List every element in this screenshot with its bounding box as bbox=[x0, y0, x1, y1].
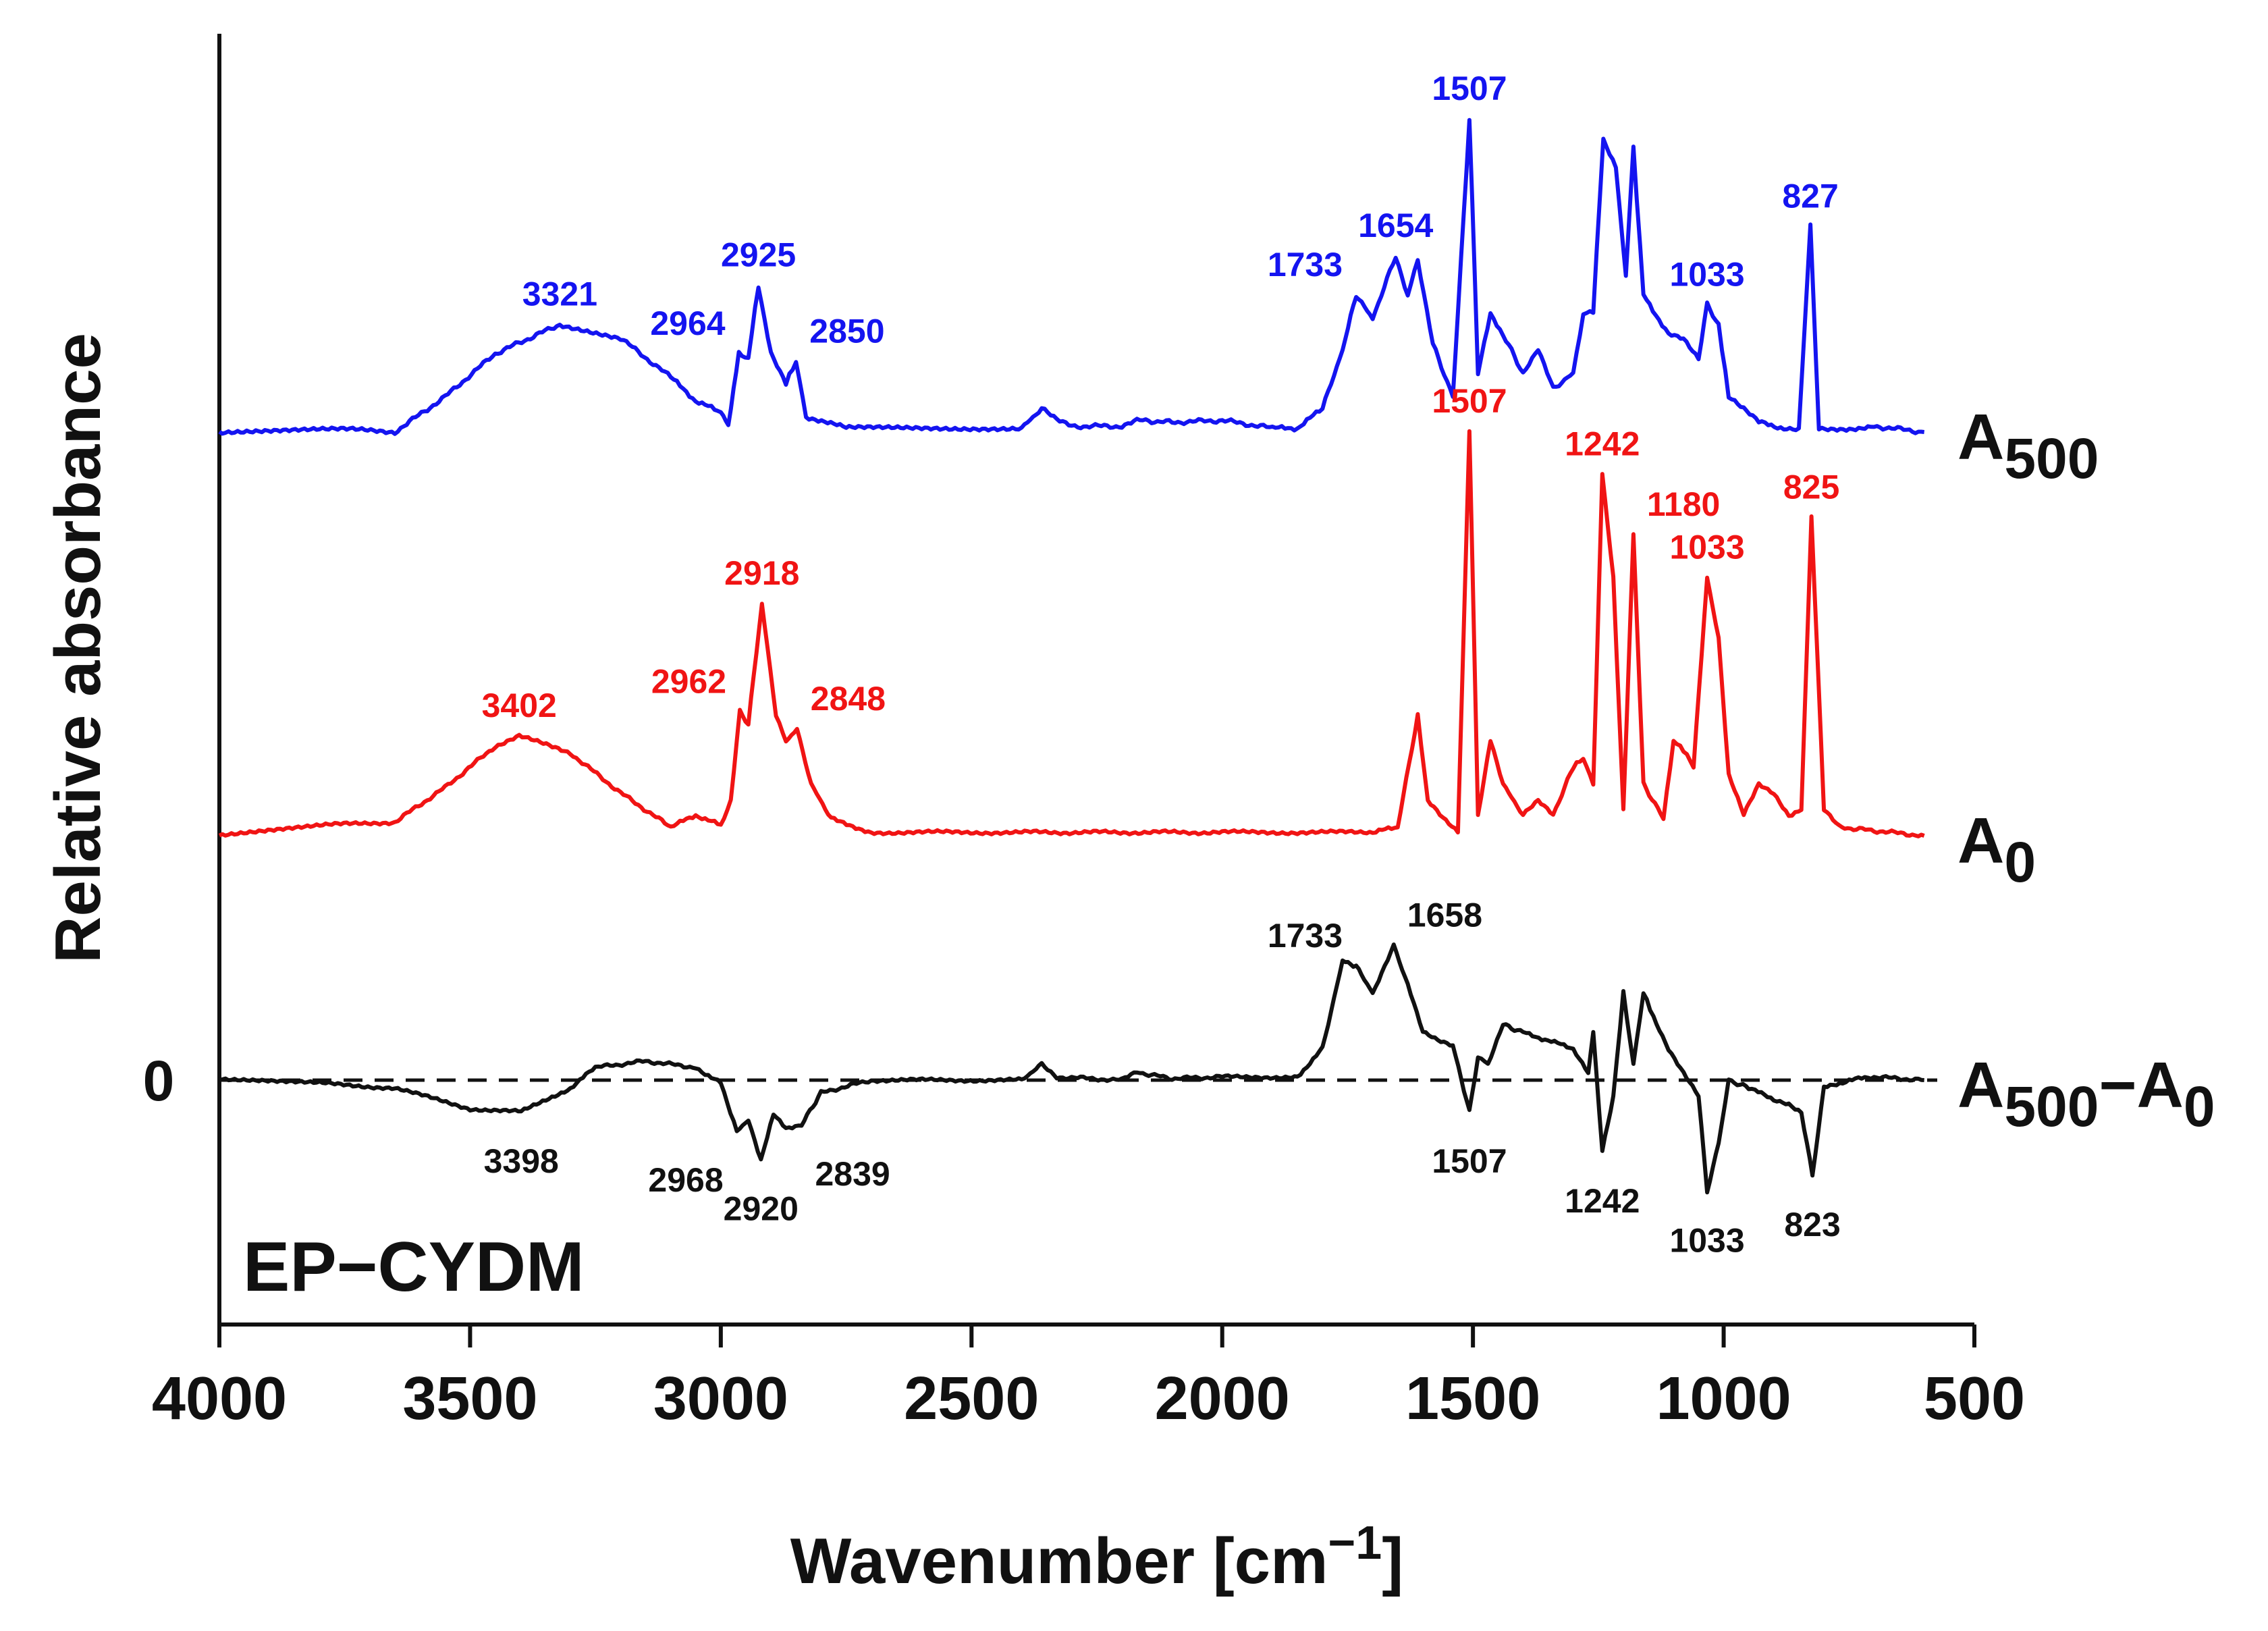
zero-label: 0 bbox=[143, 1049, 175, 1113]
series-label-sub: 500 bbox=[2004, 1075, 2099, 1138]
x-tick-label-1500: 1500 bbox=[1405, 1365, 1540, 1433]
series-label-A0: A0 bbox=[1958, 805, 2036, 894]
x-tick-label-1000: 1000 bbox=[1656, 1365, 1791, 1433]
peak-label-A0-1033: 1033 bbox=[1669, 529, 1744, 566]
series-label-A500−A0: A500−A0 bbox=[1958, 1049, 2215, 1138]
peak-label-A0-2848: 2848 bbox=[811, 680, 886, 718]
x-axis-title-main: Wavenumber [cm bbox=[790, 1525, 1328, 1597]
peak-label-A500−A0-3398: 3398 bbox=[484, 1142, 559, 1180]
peak-label-A0-2962: 2962 bbox=[651, 662, 726, 700]
series-line-A0 bbox=[218, 429, 1925, 838]
peak-label-A500−A0-2968: 2968 bbox=[648, 1161, 723, 1199]
series-label-main: A bbox=[1958, 805, 2004, 877]
x-tick-label-4000: 4000 bbox=[152, 1365, 287, 1433]
peak-label-A500−A0-1507: 1507 bbox=[1432, 1142, 1507, 1180]
peak-label-A500-2925: 2925 bbox=[721, 236, 796, 274]
peak-label-A500−A0-1658: 1658 bbox=[1407, 896, 1482, 934]
series-label-sub2: 0 bbox=[2184, 1075, 2215, 1138]
x-tick-label-2000: 2000 bbox=[1155, 1365, 1290, 1433]
peak-label-A500-1033: 1033 bbox=[1669, 256, 1744, 294]
peak-label-A0-1242: 1242 bbox=[1565, 425, 1640, 463]
peak-label-A500-2850: 2850 bbox=[809, 313, 884, 350]
series-label-main: A bbox=[1958, 401, 2004, 473]
peak-label-A500-1654: 1654 bbox=[1358, 207, 1433, 244]
peak-label-A500−A0-1033: 1033 bbox=[1669, 1222, 1744, 1260]
y-axis-title: Relative absorbance bbox=[42, 333, 114, 963]
peak-label-A500−A0-1733: 1733 bbox=[1268, 917, 1343, 955]
peak-label-A500−A0-2920: 2920 bbox=[724, 1190, 799, 1228]
series-line-A500 bbox=[218, 117, 1925, 436]
series-label-main: A bbox=[1958, 1049, 2004, 1121]
peak-label-A0-3402: 3402 bbox=[482, 687, 557, 724]
peak-label-A500−A0-823: 823 bbox=[1784, 1206, 1840, 1244]
peak-label-A500−A0-1242: 1242 bbox=[1565, 1182, 1640, 1220]
sample-label: EP−CYDM bbox=[243, 1228, 585, 1306]
series-label-A500: A500 bbox=[1958, 401, 2099, 490]
series-label-main2: A bbox=[2137, 1049, 2184, 1121]
plot-frame bbox=[217, 34, 1974, 1327]
x-ticks: 4000 3500 3000 2500 2000 1500 1000 500 bbox=[152, 1325, 2025, 1433]
series-layer bbox=[218, 117, 1925, 1195]
x-tick-label-2500: 2500 bbox=[904, 1365, 1039, 1433]
x-tick-label-3000: 3000 bbox=[653, 1365, 788, 1433]
peak-label-A0-2918: 2918 bbox=[724, 554, 799, 592]
peak-label-A500−A0-2839: 2839 bbox=[815, 1155, 890, 1193]
peak-label-A500-827: 827 bbox=[1782, 178, 1838, 215]
series-line-A500−A0 bbox=[219, 942, 1924, 1195]
peak-label-A500-2964: 2964 bbox=[650, 304, 725, 342]
peak-label-A500-1507: 1507 bbox=[1432, 70, 1507, 107]
x-axis-title-close: ] bbox=[1382, 1525, 1403, 1597]
x-axis-title-sup: −1 bbox=[1328, 1516, 1382, 1569]
peak-label-A0-1180: 1180 bbox=[1647, 485, 1720, 523]
peak-annotations: 3321 2964 2925 2850 1733 1654 1507 1033 827 3402 2… bbox=[482, 70, 1841, 1260]
x-tick-label-500: 500 bbox=[1924, 1365, 2025, 1433]
x-tick-label-3500: 3500 bbox=[402, 1365, 537, 1433]
series-label-sub: 0 bbox=[2004, 830, 2036, 894]
peak-label-A500-1733: 1733 bbox=[1268, 246, 1343, 284]
series-label-sub: 500 bbox=[2004, 427, 2099, 490]
x-axis-title: Wavenumber [cm−1] bbox=[790, 1516, 1403, 1597]
peak-label-A0-825: 825 bbox=[1783, 468, 1839, 506]
peak-label-A0-1507: 1507 bbox=[1432, 382, 1507, 420]
series-label-dash: − bbox=[2099, 1049, 2136, 1121]
peak-label-A500-3321: 3321 bbox=[522, 275, 597, 313]
